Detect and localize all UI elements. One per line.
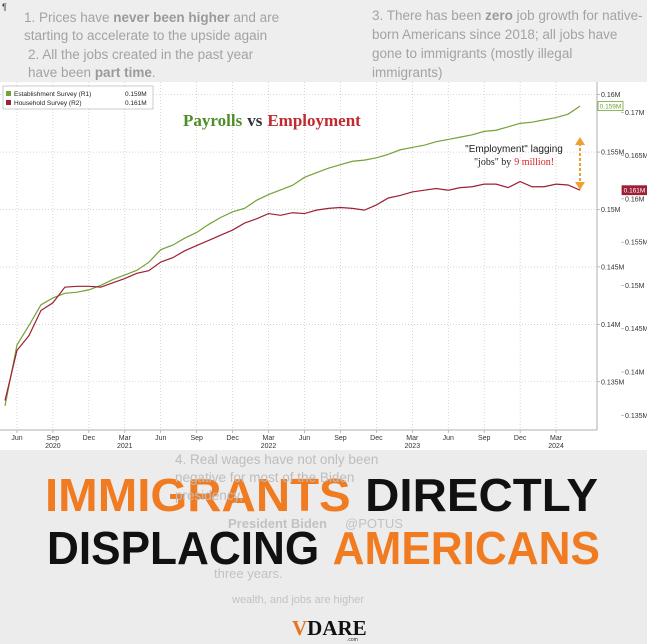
note-text: .	[151, 65, 156, 80]
note-text: job growth for native-born Americans sin…	[372, 8, 643, 80]
x-year-label: 2024	[548, 443, 564, 450]
logo-part: V	[292, 616, 307, 640]
x-tick-label: Mar	[550, 435, 563, 442]
y2-tick-label: 0.135M	[625, 413, 647, 420]
note: 3. There has been zero job growth for na…	[372, 6, 644, 82]
y-tick-label: 0.155M	[601, 150, 625, 157]
legend-swatch	[6, 100, 11, 105]
x-tick-label: Mar	[406, 435, 419, 442]
annotation: "Employment" lagging	[465, 144, 563, 155]
logo-suffix: .com	[347, 637, 358, 643]
note: 1. Prices have never been higher and are…	[24, 9, 286, 45]
last-value-label: 0.161M	[624, 188, 646, 195]
y2-tick-label: 0.165M	[625, 153, 647, 160]
y-tick-label: 0.16M	[601, 92, 621, 99]
arrow-head	[575, 137, 585, 145]
x-tick-label: Dec	[83, 435, 96, 442]
title-part: Employment	[267, 111, 361, 130]
note-bold: part time	[94, 65, 152, 80]
note-text: and are starting to accelerate to the up…	[24, 10, 280, 43]
legend-swatch	[6, 91, 11, 96]
arrow-head	[575, 182, 585, 190]
tweet-name: President Biden	[228, 516, 327, 531]
headline-word: IMMIGRANTS	[45, 469, 351, 521]
x-tick-label: Jun	[11, 435, 22, 442]
x-year-label: 2021	[117, 443, 133, 450]
y2-tick-label: 0.145M	[625, 326, 647, 333]
x-tick-label: Jun	[155, 435, 166, 442]
pilcrow: ¶	[2, 2, 7, 12]
x-tick-label: Sep	[190, 435, 203, 442]
last-value-box	[621, 185, 647, 196]
x-tick-label: Dec	[514, 435, 527, 442]
x-tick-label: Dec	[226, 435, 239, 442]
logo: VDARE	[292, 616, 367, 640]
note-bold: never been higher	[113, 10, 230, 25]
headline-word: DIRECTLY	[365, 469, 598, 521]
tweet-text: wealth, and jobs are higher	[232, 594, 365, 606]
bottom-panel	[0, 450, 647, 644]
y2-tick-label: 0.14M	[625, 370, 645, 377]
y-tick-label: 0.14M	[601, 322, 621, 329]
x-year-label: 2022	[261, 443, 277, 450]
last-value-box	[597, 101, 624, 112]
note-text: 3. There has been	[372, 8, 486, 23]
note: 4. Real wages have not only been negativ…	[175, 451, 425, 505]
legend-value: 0.159M	[125, 91, 147, 98]
headline-word: AMERICANS	[333, 522, 600, 574]
x-tick-label: Mar	[119, 435, 132, 442]
x-tick-label: Mar	[263, 435, 276, 442]
note-text: 1. Prices have	[24, 10, 114, 25]
legend-label: Establishment Survey (R1)	[14, 91, 91, 98]
x-tick-label: Jun	[299, 435, 310, 442]
headline-word: DISPLACING	[47, 522, 319, 574]
y-tick-label: 0.15M	[601, 207, 621, 214]
headline: IMMIGRANTS DIRECTLY	[45, 469, 598, 521]
legend-value: 0.161M	[125, 100, 147, 107]
x-tick-label: Sep	[478, 435, 491, 442]
note-text: 4. Real wages have not only been negativ…	[175, 452, 379, 503]
x-year-label: 2020	[45, 443, 61, 450]
series-line	[4, 105, 581, 406]
tweet-handle: @POTUS	[345, 516, 403, 531]
y-tick-label: 0.145M	[601, 264, 625, 271]
x-tick-label: Dec	[370, 435, 383, 442]
tweet-text: three years.	[214, 566, 283, 581]
note-text: 2. All the jobs created in the past year…	[28, 47, 254, 80]
y2-tick-label: 0.155M	[625, 240, 647, 247]
x-tick-label: Sep	[334, 435, 347, 442]
legend-box	[2, 85, 154, 110]
annotation-part: "jobs" by	[474, 157, 511, 168]
y2-tick-label: 0.17M	[625, 110, 645, 117]
x-tick-label: Sep	[47, 435, 60, 442]
y2-tick-label: 0.15M	[625, 283, 645, 290]
top-panel	[0, 0, 647, 82]
chart-title: Payrolls vs Employment	[183, 111, 361, 130]
annotation: "jobs" by 9 million!	[474, 157, 554, 168]
note: 2. All the jobs created in the past year…	[28, 46, 278, 82]
annotation-highlight: 9 million!	[514, 157, 554, 168]
series-line	[4, 180, 581, 401]
y2-tick-label: 0.16M	[625, 196, 645, 203]
chart-panel	[0, 82, 647, 450]
title-part: vs	[247, 111, 263, 130]
logo-part: DARE	[307, 616, 367, 640]
legend-label: Household Survey (R2)	[14, 100, 82, 107]
note-bold: zero	[485, 8, 513, 23]
x-tick-label: Jun	[443, 435, 454, 442]
headline: DISPLACING AMERICANS	[47, 522, 600, 574]
y-tick-label: 0.135M	[601, 379, 625, 386]
x-year-label: 2023	[405, 443, 421, 450]
last-value-label: 0.159M	[600, 104, 622, 111]
title-part: Payrolls	[183, 111, 243, 130]
